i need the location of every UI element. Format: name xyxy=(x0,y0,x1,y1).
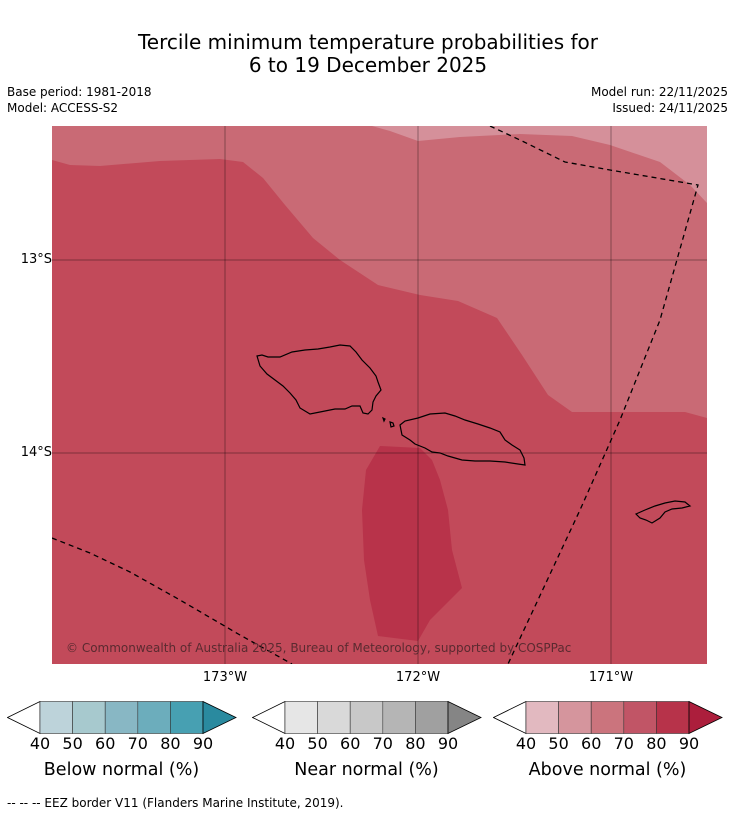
colorbar-title: Below normal (%) xyxy=(43,760,200,780)
chart-title: Tercile minimum temperature probabilitie… xyxy=(0,31,736,77)
colorbar-tick: 40 xyxy=(274,734,296,753)
colorbar-segment xyxy=(284,701,318,734)
colorbar-segment xyxy=(590,701,625,734)
colorbar-segment xyxy=(104,701,139,734)
colorbar-segment xyxy=(558,701,592,734)
gridlines xyxy=(52,126,707,664)
lat-tick-14s: 14°S xyxy=(20,445,52,460)
region-60-70 xyxy=(52,126,707,418)
model-run: Model run: 22/11/2025 xyxy=(590,85,728,99)
copyright-notice: © Commonwealth of Australia 2025, Bureau… xyxy=(66,641,572,655)
island-apolima xyxy=(381,416,395,428)
islands xyxy=(256,344,692,524)
colorbar-min-extension xyxy=(7,701,41,735)
lat-tick-13s: 13°S xyxy=(20,252,52,267)
colorbar-segment xyxy=(382,701,416,734)
colorbar-tick: 40 xyxy=(29,734,51,753)
colorbar-tick: 60 xyxy=(581,734,602,753)
title-line-2: 6 to 19 December 2025 xyxy=(248,53,488,77)
island-tutuila xyxy=(634,500,692,524)
colorbar-title: Above normal (%) xyxy=(528,760,687,780)
colorbar-segment xyxy=(656,701,690,734)
lon-tick-173w: 173°W xyxy=(202,670,248,685)
issued-date: Issued: 24/11/2025 xyxy=(612,101,728,115)
colorbar-tick: 70 xyxy=(127,734,148,753)
lon-tick-171w: 171°W xyxy=(588,670,634,685)
colorbar-tick: 60 xyxy=(340,734,361,753)
map xyxy=(52,126,707,664)
colorbar-segment xyxy=(317,701,351,734)
region-50-60 xyxy=(372,126,707,203)
colorbar-tick: 80 xyxy=(405,734,426,753)
colorbar-max-extension xyxy=(202,701,237,735)
colorbar-min-extension xyxy=(252,701,286,735)
colorbar-segment xyxy=(525,701,559,734)
colorbar-tick: 70 xyxy=(372,734,393,753)
region-80-90 xyxy=(362,446,462,641)
colorbar-segment xyxy=(623,701,657,734)
colorbar-2 xyxy=(493,701,723,735)
colorbar-segment xyxy=(415,701,449,734)
island-upolu xyxy=(399,412,526,466)
colorbar-tick: 70 xyxy=(613,734,634,753)
colorbar-tick: 90 xyxy=(678,734,700,753)
colorbar-tick: 60 xyxy=(95,734,116,753)
colorbar-min-extension xyxy=(493,701,527,735)
island-savaii xyxy=(256,344,382,415)
colorbar-tick: 50 xyxy=(62,734,83,753)
colorbar-tick: 90 xyxy=(192,734,214,753)
colorbar-tick: 50 xyxy=(548,734,569,753)
colorbar-tick: 80 xyxy=(646,734,667,753)
colorbar-segment xyxy=(170,701,204,734)
colorbar-title: Near normal (%) xyxy=(294,760,439,780)
colorbar-segment xyxy=(72,701,106,734)
colorbar-tick: 90 xyxy=(437,734,459,753)
eez-legend: -- -- -- EEZ border V11 (Flanders Marine… xyxy=(7,796,344,810)
base-period: Base period: 1981-2018 xyxy=(7,85,152,99)
colorbar-segment xyxy=(39,701,73,734)
colorbar-tick: 40 xyxy=(515,734,537,753)
lon-tick-172w: 172°W xyxy=(395,670,441,685)
colorbar-max-extension xyxy=(447,701,482,735)
colorbar-1 xyxy=(252,701,482,735)
colorbar-tick: 80 xyxy=(160,734,181,753)
title-line-1: Tercile minimum temperature probabilitie… xyxy=(137,30,599,54)
eez-border xyxy=(52,126,699,664)
colorbar-max-extension xyxy=(688,701,723,735)
model-name: Model: ACCESS-S2 xyxy=(7,101,119,115)
colorbar-segment xyxy=(137,701,171,734)
colorbar-tick: 50 xyxy=(307,734,328,753)
colorbar-segment xyxy=(349,701,384,734)
colorbar-0 xyxy=(7,701,237,735)
